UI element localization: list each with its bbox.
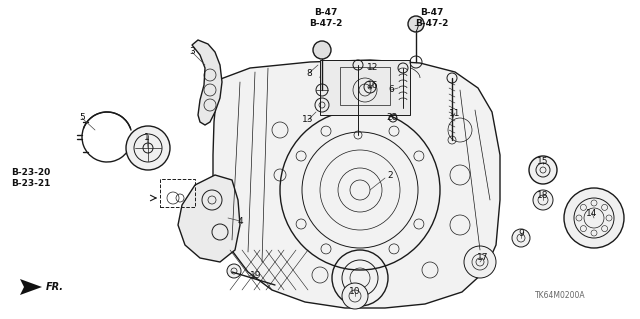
Text: 1: 1 [144,133,150,143]
Text: 14: 14 [586,209,598,218]
Circle shape [533,190,553,210]
Text: B-47
B-47-2: B-47 B-47-2 [309,8,342,28]
Text: B-47
B-47-2: B-47 B-47-2 [415,8,449,28]
Text: 12: 12 [367,63,379,72]
Polygon shape [192,40,222,125]
Text: 16: 16 [367,80,379,90]
Polygon shape [213,60,500,308]
Text: 7: 7 [413,26,419,34]
Text: 11: 11 [449,108,461,117]
Circle shape [408,16,424,32]
Circle shape [564,188,624,248]
Circle shape [464,246,496,278]
Bar [320,60,410,115]
Text: TK64M0200A: TK64M0200A [535,291,586,300]
Text: 17: 17 [477,254,489,263]
Circle shape [126,126,170,170]
Text: 18: 18 [537,190,548,199]
Text: 3: 3 [189,48,195,56]
Text: 9: 9 [518,228,524,238]
Text: B-23-20
B-23-21: B-23-20 B-23-21 [11,168,50,188]
Text: 15: 15 [537,158,548,167]
Text: 6: 6 [388,85,394,94]
Text: 8: 8 [306,69,312,78]
Circle shape [313,41,331,59]
Text: FR.: FR. [46,282,64,292]
Text: 2: 2 [387,170,393,180]
Text: 4: 4 [237,217,243,226]
Text: 5: 5 [79,114,85,122]
Bar [340,67,390,105]
Text: 19: 19 [250,271,262,279]
Text: 20: 20 [387,114,397,122]
Circle shape [227,264,241,278]
Text: 13: 13 [302,115,314,124]
Polygon shape [178,175,240,262]
Circle shape [512,229,530,247]
Circle shape [529,156,557,184]
Circle shape [342,283,368,309]
Text: 10: 10 [349,287,361,296]
Polygon shape [20,279,42,295]
Bar [160,179,195,207]
